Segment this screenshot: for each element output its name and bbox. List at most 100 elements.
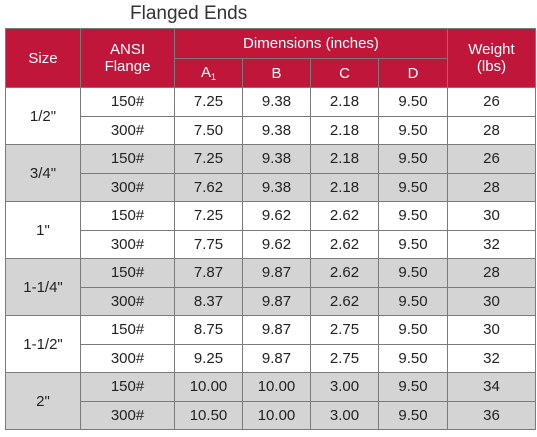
size-cell: 1/2" bbox=[5, 87, 81, 145]
dim-c-cell: 2.18 bbox=[310, 115, 379, 145]
dim-a-cell: 10.50 bbox=[174, 400, 243, 430]
header-weight-unit: (lbs) bbox=[476, 58, 507, 75]
header-ansi: ANSI bbox=[109, 41, 145, 58]
weight-cell: 26 bbox=[447, 87, 536, 117]
dim-b-cell: 9.38 bbox=[242, 144, 311, 174]
dim-c-cell: 3.00 bbox=[310, 400, 379, 430]
table-row: 1" 150# 7.25 9.62 2.62 9.50 30 bbox=[5, 201, 536, 259]
flange-cell: 300# bbox=[80, 400, 175, 430]
table-row: 300# 7.50 9.38 2.18 9.50 28 bbox=[6, 115, 536, 145]
header-weight: Weight (lbs) bbox=[447, 28, 536, 88]
dim-a-cell: 8.37 bbox=[174, 286, 243, 316]
weight-cell: 28 bbox=[447, 258, 536, 288]
dim-b-cell: 10.00 bbox=[242, 400, 311, 430]
flange-cell: 300# bbox=[80, 229, 175, 259]
dim-b-cell: 9.62 bbox=[242, 201, 311, 231]
dim-d-cell: 9.50 bbox=[378, 400, 448, 430]
dim-a-cell: 7.62 bbox=[174, 172, 243, 202]
dim-b-cell: 9.62 bbox=[242, 229, 311, 259]
table-body: 1/2" 150# 7.25 9.38 2.18 9.50 26 300# 7.… bbox=[5, 87, 536, 430]
dim-a-cell: 7.87 bbox=[174, 258, 243, 288]
flange-cell: 300# bbox=[80, 343, 175, 373]
dim-a-cell: 10.00 bbox=[174, 372, 243, 402]
dim-a-cell: 7.75 bbox=[174, 229, 243, 259]
size-cell: 3/4" bbox=[5, 144, 81, 202]
dim-a-cell: 9.25 bbox=[174, 343, 243, 373]
flange-cell: 150# bbox=[80, 144, 175, 174]
size-cell: 1" bbox=[5, 201, 81, 259]
header-weight-label: Weight bbox=[468, 41, 515, 58]
header-a-subscript: 1 bbox=[211, 72, 217, 82]
size-cell: 2" bbox=[5, 372, 81, 430]
dim-b-cell: 9.38 bbox=[242, 172, 311, 202]
header-ansi-flange: ANSI Flange bbox=[80, 28, 175, 88]
dim-c-cell: 2.18 bbox=[310, 144, 379, 174]
weight-cell: 32 bbox=[447, 229, 536, 259]
dim-a-cell: 7.25 bbox=[174, 87, 243, 117]
table-row: 300# 7.62 9.38 2.18 9.50 28 bbox=[6, 172, 536, 202]
table-row: 1-1/4" 150# 7.87 9.87 2.62 9.50 28 bbox=[5, 258, 536, 316]
dim-c-cell: 2.62 bbox=[310, 258, 379, 288]
dim-d-cell: 9.50 bbox=[378, 115, 448, 145]
dim-d-cell: 9.50 bbox=[378, 315, 448, 345]
dim-d-cell: 9.50 bbox=[378, 144, 448, 174]
dim-d-cell: 9.50 bbox=[378, 201, 448, 231]
header-flange: Flange bbox=[104, 58, 151, 75]
dim-a-cell: 7.50 bbox=[174, 115, 243, 145]
weight-cell: 32 bbox=[447, 343, 536, 373]
dim-a-cell: 7.25 bbox=[174, 201, 243, 231]
dim-c-cell: 2.62 bbox=[310, 201, 379, 231]
dim-b-cell: 9.87 bbox=[242, 286, 311, 316]
weight-cell: 28 bbox=[447, 172, 536, 202]
flange-cell: 150# bbox=[80, 258, 175, 288]
header-dim-d: D bbox=[378, 58, 448, 88]
table-row: 3/4" 150# 7.25 9.38 2.18 9.50 26 bbox=[5, 144, 536, 202]
flange-cell: 150# bbox=[80, 87, 175, 117]
table-row: 300# 10.50 10.00 3.00 9.50 36 bbox=[6, 400, 536, 430]
header-dim-b: B bbox=[242, 58, 311, 88]
weight-cell: 34 bbox=[447, 372, 536, 402]
dim-c-cell: 2.18 bbox=[310, 87, 379, 117]
table-row: 1-1/2" 150# 8.75 9.87 2.75 9.50 30 bbox=[5, 315, 536, 373]
dim-a-cell: 7.25 bbox=[174, 144, 243, 174]
dim-b-cell: 9.38 bbox=[242, 87, 311, 117]
table-row: 1/2" 150# 7.25 9.38 2.18 9.50 26 bbox=[5, 87, 536, 145]
size-cell: 1-1/4" bbox=[5, 258, 81, 316]
table-row: 2" 150# 10.00 10.00 3.00 9.50 34 bbox=[5, 372, 536, 430]
dim-a-cell: 8.75 bbox=[174, 315, 243, 345]
dim-d-cell: 9.50 bbox=[378, 286, 448, 316]
dim-d-cell: 9.50 bbox=[378, 229, 448, 259]
flange-cell: 300# bbox=[80, 172, 175, 202]
header-size: Size bbox=[5, 28, 81, 88]
flange-cell: 300# bbox=[80, 115, 175, 145]
dim-d-cell: 9.50 bbox=[378, 87, 448, 117]
flange-cell: 150# bbox=[80, 372, 175, 402]
flange-cell: 150# bbox=[80, 201, 175, 231]
table-row: 300# 8.37 9.87 2.62 9.50 30 bbox=[6, 286, 536, 316]
dim-b-cell: 10.00 bbox=[242, 372, 311, 402]
table-title: Flanged Ends bbox=[130, 3, 248, 24]
table-row: 300# 9.25 9.87 2.75 9.50 32 bbox=[6, 343, 536, 373]
dim-b-cell: 9.87 bbox=[242, 343, 311, 373]
table-header: Size ANSI Flange Dimensions (inches) Wei… bbox=[5, 28, 536, 88]
weight-cell: 28 bbox=[447, 115, 536, 145]
dim-d-cell: 9.50 bbox=[378, 258, 448, 288]
dim-d-cell: 9.50 bbox=[378, 343, 448, 373]
header-dimensions: Dimensions (inches) bbox=[174, 28, 448, 59]
dim-c-cell: 2.18 bbox=[310, 172, 379, 202]
dim-c-cell: 2.62 bbox=[310, 229, 379, 259]
dim-b-cell: 9.38 bbox=[242, 115, 311, 145]
flange-cell: 150# bbox=[80, 315, 175, 345]
weight-cell: 30 bbox=[447, 286, 536, 316]
dim-d-cell: 9.50 bbox=[378, 172, 448, 202]
weight-cell: 36 bbox=[447, 400, 536, 430]
header-a-letter: A bbox=[200, 64, 211, 81]
dim-c-cell: 2.62 bbox=[310, 286, 379, 316]
dim-b-cell: 9.87 bbox=[242, 258, 311, 288]
flange-cell: 300# bbox=[80, 286, 175, 316]
flanged-ends-table: Size ANSI Flange Dimensions (inches) Wei… bbox=[5, 28, 536, 430]
weight-cell: 26 bbox=[447, 144, 536, 174]
dim-c-cell: 2.75 bbox=[310, 343, 379, 373]
weight-cell: 30 bbox=[447, 315, 536, 345]
dim-c-cell: 2.75 bbox=[310, 315, 379, 345]
